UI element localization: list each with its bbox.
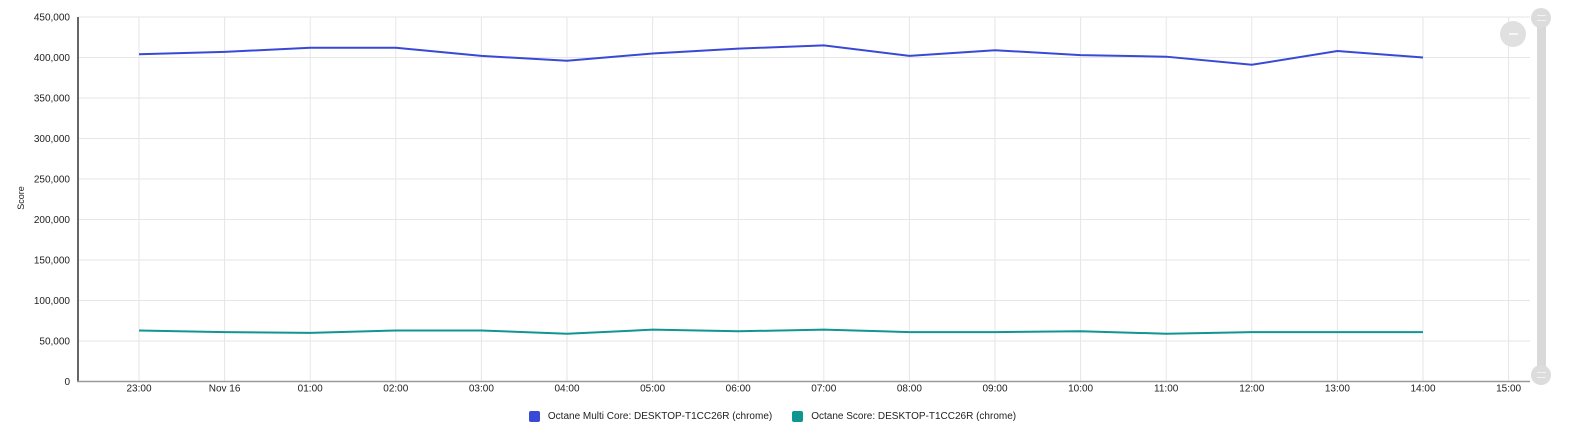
zoom-out-button[interactable] bbox=[1500, 21, 1526, 47]
x-tick-label: 10:00 bbox=[1068, 384, 1093, 395]
y-tick-label: 0 bbox=[64, 377, 70, 388]
y-tick-label: 150,000 bbox=[34, 256, 71, 267]
series-line[interactable] bbox=[138, 328, 1423, 335]
line-chart: 0 50,000 100,000 150,000 200,000 250,000 300,0… bbox=[16, 13, 1530, 395]
x-tick-label: 07:00 bbox=[811, 384, 836, 395]
y-tick-label: 350,000 bbox=[34, 94, 71, 105]
x-tick-label: 08:00 bbox=[897, 384, 922, 395]
x-tick-label: 14:00 bbox=[1410, 384, 1435, 395]
y-tick-label: 450,000 bbox=[34, 13, 71, 24]
x-tick-label: 04:00 bbox=[554, 384, 579, 395]
y-axis-ticks: 0 50,000 100,000 150,000 200,000 250,000 300,0… bbox=[34, 13, 71, 389]
vertical-range-slider[interactable] bbox=[1537, 18, 1546, 375]
y-tick-label: 100,000 bbox=[34, 296, 71, 307]
legend-swatch-icon bbox=[528, 411, 540, 422]
y-tick-label: 250,000 bbox=[34, 175, 71, 186]
legend-label: Octane Score: DESKTOP-T1CC26R (chrome) bbox=[811, 411, 1017, 422]
range-slider-top-handle[interactable] bbox=[1531, 8, 1551, 28]
x-tick-label: 05:00 bbox=[640, 384, 665, 395]
chart-legend: Octane Multi Core: DESKTOP-T1CC26R (chro… bbox=[0, 411, 1545, 422]
series-line[interactable] bbox=[138, 44, 1424, 66]
legend-item-multi-core[interactable]: Octane Multi Core: DESKTOP-T1CC26R (chro… bbox=[528, 411, 773, 422]
x-tick-label: 02:00 bbox=[383, 384, 408, 395]
x-tick-label: 09:00 bbox=[982, 384, 1007, 395]
legend-item-octane-score[interactable]: Octane Score: DESKTOP-T1CC26R (chrome) bbox=[792, 411, 1016, 422]
y-tick-label: 50,000 bbox=[39, 337, 70, 348]
legend-swatch-icon bbox=[792, 411, 804, 422]
y-axis-label: Score bbox=[16, 186, 26, 210]
y-tick-label: 200,000 bbox=[34, 215, 71, 226]
series-lines bbox=[138, 44, 1424, 335]
range-slider-bottom-handle[interactable] bbox=[1531, 365, 1551, 385]
y-tick-label: 300,000 bbox=[34, 134, 71, 145]
x-tick-label: 01:00 bbox=[298, 384, 323, 395]
x-tick-label: 03:00 bbox=[469, 384, 494, 395]
x-tick-label: 06:00 bbox=[726, 384, 751, 395]
x-tick-label: 23:00 bbox=[126, 384, 151, 395]
x-tick-label: 11:00 bbox=[1154, 384, 1179, 395]
x-tick-label: 12:00 bbox=[1239, 384, 1264, 395]
x-axis-ticks: 23:00 Nov 16 01:00 02:00 03:00 04:00 05:00 06:0… bbox=[126, 384, 1521, 395]
y-tick-label: 400,000 bbox=[34, 53, 71, 64]
legend-label: Octane Multi Core: DESKTOP-T1CC26R (chro… bbox=[547, 411, 773, 422]
x-tick-label: Nov 16 bbox=[209, 384, 241, 395]
x-tick-label: 13:00 bbox=[1325, 384, 1350, 395]
x-tick-label: 15:00 bbox=[1496, 384, 1521, 395]
grid-lines bbox=[78, 16, 1530, 382]
